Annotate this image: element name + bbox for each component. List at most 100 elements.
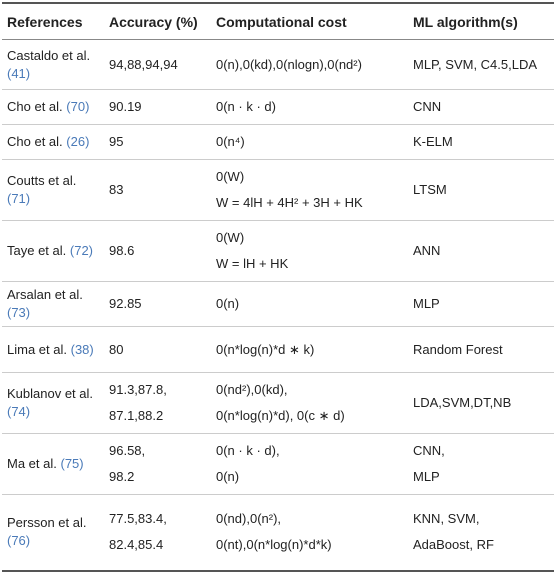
- cost-text: W = 4lH + 4H² + 3H + HK: [216, 195, 363, 210]
- cost-text: 0(nt),0(n*log(n)*d*k): [216, 537, 332, 553]
- cost-text: 0(n · k · d): [216, 99, 276, 114]
- header-cell: Accuracy (%): [104, 2, 211, 40]
- algorithm-text: CNN: [413, 99, 442, 114]
- accuracy-cell: 92.85: [104, 281, 211, 327]
- algorithm-text: MLP: [413, 469, 440, 484]
- cost-cell: 0(n · k · d), 0(n): [211, 433, 408, 495]
- algorithm-text: Random Forest: [413, 341, 503, 357]
- cost-text: 0(n · k · d),: [216, 443, 280, 458]
- algorithm-text: AdaBoost, RF: [413, 537, 494, 553]
- accuracy-cell: 96.58, 98.2: [104, 433, 211, 495]
- cost-text: 0(n): [216, 469, 240, 484]
- algorithm-cell: K-ELM: [408, 124, 554, 160]
- algorithm-text: ANN: [413, 243, 441, 258]
- reference-cell: Coutts et al. (71): [2, 159, 104, 221]
- citation: (26): [66, 134, 90, 149]
- table-row: Lima et al. (38) 80 0(n*log(n)*d ∗ k) Rando…: [2, 326, 554, 373]
- algorithm-cell: ANN: [408, 220, 554, 282]
- reference-name: Lima et al.: [7, 341, 67, 357]
- table-row: Kublanov et al. (74) 91.3,87.8, 87.1,88.2 0…: [2, 372, 554, 434]
- cost-cell: 0(n · k · d): [211, 89, 408, 125]
- reference-name: Taye et al.: [7, 243, 67, 258]
- table-row: Coutts et al. (71) 83 0(W) W = 4lH + 4H² + …: [2, 159, 554, 221]
- algorithm-text: CNN,: [413, 443, 445, 458]
- citation: (72): [69, 243, 94, 258]
- header-row: References Accuracy (%) Computational co…: [2, 2, 554, 40]
- reference-cell: Kublanov et al. (74): [2, 372, 104, 434]
- algorithm-cell: KNN, SVM, AdaBoost, RF: [408, 494, 554, 572]
- reference-name: Coutts et al.: [7, 173, 77, 188]
- accuracy-cell: 91.3,87.8, 87.1,88.2: [104, 372, 211, 434]
- citation: (70): [66, 99, 90, 114]
- cost-cell: 0(nd),0(n²), 0(nt),0(n*log(n)*d*k): [211, 494, 408, 572]
- accuracy-text: 83: [109, 182, 124, 197]
- cost-text: 0(n): [216, 296, 240, 311]
- cost-text: 0(n),0(kd),0(nlogn),0(nd²): [216, 56, 362, 72]
- accuracy-cell: 83: [104, 159, 211, 221]
- table-row: Cho et al. (26) 95 0(n⁴) K-ELM: [2, 124, 554, 160]
- reference-name: Persson et al.: [7, 515, 87, 531]
- citation: (75): [60, 456, 84, 471]
- algorithm-cell: LDA,SVM,DT,NB: [408, 372, 554, 434]
- citation: (73): [7, 305, 31, 320]
- algorithm-text: LDA,SVM,DT,NB: [413, 395, 512, 410]
- reference-cell: Ma et al. (75): [2, 433, 104, 495]
- cost-text: 0(n*log(n)*d), 0(c ∗ d): [216, 408, 345, 423]
- table-row: Ma et al. (75) 96.58, 98.2 0(n · k · d), 0(n…: [2, 433, 554, 495]
- algorithm-text: LTSM: [413, 182, 447, 197]
- accuracy-text: 94,88,94,94: [109, 56, 178, 72]
- table-row: Taye et al. (72) 98.6 0(W) W = lH + HK ANN: [2, 220, 554, 282]
- cost-cell: 0(n*log(n)*d ∗ k): [211, 326, 408, 373]
- accuracy-cell: 95: [104, 124, 211, 160]
- citation: (41): [7, 65, 31, 81]
- cost-text: 0(nd²),0(kd),: [216, 382, 288, 397]
- algorithm-text: K-ELM: [413, 134, 453, 149]
- reference-name: Castaldo et al.: [7, 47, 91, 63]
- cost-cell: 0(W) W = 4lH + 4H² + 3H + HK: [211, 159, 408, 221]
- accuracy-text: 82.4,85.4: [109, 537, 164, 553]
- table-body: Castaldo et al. (41) 94,88,94,94 0(n),0(kd…: [2, 39, 554, 572]
- algorithm-cell: CNN: [408, 89, 554, 125]
- cost-text: 0(W): [216, 230, 245, 245]
- reference-cell: Castaldo et al. (41): [2, 39, 104, 90]
- header-cell: References: [2, 2, 104, 40]
- reference-name: Ma et al.: [7, 456, 57, 471]
- reference-name: Arsalan et al.: [7, 287, 83, 302]
- table-row: Castaldo et al. (41) 94,88,94,94 0(n),0(kd…: [2, 39, 554, 90]
- accuracy-text: 80: [109, 341, 124, 357]
- reference-name: Cho et al.: [7, 134, 63, 149]
- algorithm-cell: Random Forest: [408, 326, 554, 373]
- cost-text: 0(n*log(n)*d ∗ k): [216, 341, 315, 357]
- algorithm-cell: MLP, SVM, C4.5,LDA: [408, 39, 554, 90]
- algorithm-text: MLP: [413, 296, 440, 311]
- citation: (38): [70, 341, 94, 357]
- cost-text: 0(W): [216, 169, 245, 184]
- algorithm-text: KNN, SVM,: [413, 511, 480, 527]
- accuracy-cell: 90.19: [104, 89, 211, 125]
- accuracy-cell: 98.6: [104, 220, 211, 282]
- table-row: Persson et al. (76) 77.5,83.4, 82.4,85.4 0(…: [2, 494, 554, 572]
- accuracy-text: 87.1,88.2: [109, 408, 164, 423]
- accuracy-text: 92.85: [109, 296, 142, 311]
- reference-cell: Arsalan et al. (73): [2, 281, 104, 327]
- algorithm-cell: CNN, MLP: [408, 433, 554, 495]
- cost-cell: 0(n⁴): [211, 124, 408, 160]
- header-cell: ML algorithm(s): [408, 2, 554, 40]
- cost-cell: 0(n),0(kd),0(nlogn),0(nd²): [211, 39, 408, 90]
- table-row: Cho et al. (70) 90.19 0(n · k · d) CNN: [2, 89, 554, 125]
- reference-cell: Taye et al. (72): [2, 220, 104, 282]
- accuracy-cell: 77.5,83.4, 82.4,85.4: [104, 494, 211, 572]
- citation: (71): [7, 191, 31, 206]
- reference-name: Cho et al.: [7, 99, 63, 114]
- accuracy-text: 98.6: [109, 243, 135, 258]
- cost-text: 0(nd),0(n²),: [216, 511, 282, 527]
- accuracy-text: 91.3,87.8,: [109, 382, 167, 397]
- reference-cell: Lima et al. (38): [2, 326, 104, 373]
- cost-cell: 0(nd²),0(kd), 0(n*log(n)*d), 0(c ∗ d): [211, 372, 408, 434]
- accuracy-text: 96.58,: [109, 443, 146, 458]
- reference-cell: Persson et al. (76): [2, 494, 104, 572]
- reference-name: Kublanov et al.: [7, 386, 94, 401]
- citation: (74): [7, 404, 31, 419]
